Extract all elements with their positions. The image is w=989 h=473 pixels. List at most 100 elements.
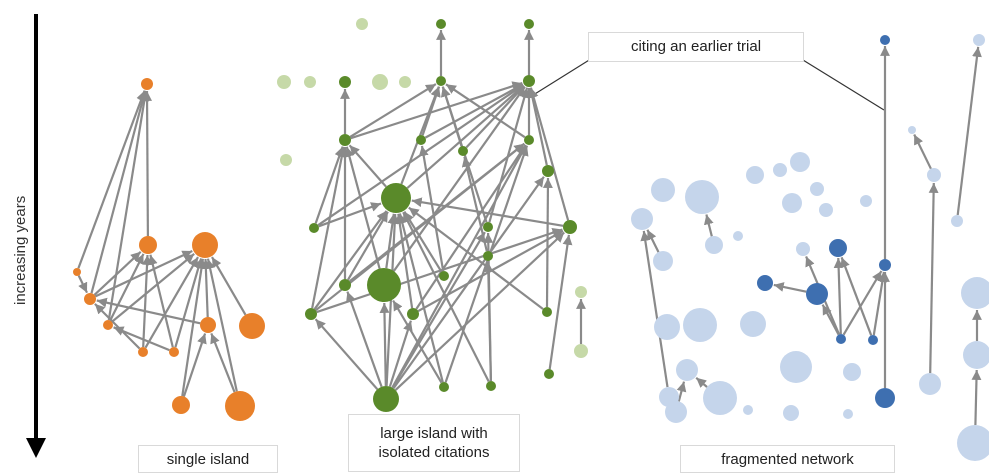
trial-node: [829, 239, 847, 257]
trial-node: [356, 18, 368, 30]
trial-node: [843, 409, 853, 419]
trial-node: [757, 275, 773, 291]
label-citing-earlier-trial-text: citing an earlier trial: [630, 38, 762, 55]
citation-edge: [77, 90, 146, 269]
citation-edge: [181, 258, 207, 397]
citation-edge: [394, 231, 565, 391]
trial-node: [963, 341, 989, 369]
citation-edge: [109, 253, 145, 321]
citation-edge: [391, 231, 486, 389]
citation-edge: [872, 271, 888, 336]
citation-edge: [833, 257, 844, 335]
trial-node: [860, 195, 872, 207]
citation-edge: [344, 146, 381, 269]
trial-node: [703, 381, 737, 415]
label-fragmented-network: fragmented network: [680, 445, 895, 473]
citation-edge: [528, 87, 570, 221]
citation-edge: [548, 234, 573, 370]
citation-edge: [928, 182, 939, 374]
trial-node: [705, 236, 723, 254]
citation-edge: [210, 332, 236, 393]
label-large-island-line2: isolated citations: [378, 444, 490, 461]
citation-edge: [527, 87, 548, 166]
citation-edge: [349, 83, 437, 138]
citation-edge: [646, 229, 660, 253]
trial-node: [740, 311, 766, 337]
trial-node: [683, 308, 717, 342]
citation-edge: [971, 369, 982, 426]
trial-node: [73, 268, 81, 276]
citation-edge: [211, 256, 247, 316]
trial-node: [103, 320, 113, 330]
trial-node: [653, 251, 673, 271]
citation-edge: [96, 297, 201, 325]
citation-edge: [388, 320, 413, 387]
trial-node: [879, 259, 891, 271]
trial-node: [524, 135, 534, 145]
trial-node: [574, 344, 588, 358]
trial-node: [339, 279, 351, 291]
citation-edge: [821, 304, 840, 336]
trial-node: [84, 293, 96, 305]
citation-edge: [174, 258, 204, 348]
trial-node: [138, 347, 148, 357]
trial-node: [908, 126, 916, 134]
citation-edge: [313, 210, 388, 310]
trial-node: [733, 231, 743, 241]
citation-edge: [93, 250, 142, 296]
trial-node: [875, 388, 895, 408]
label-large-island-line1: large island with: [380, 425, 488, 442]
trial-node: [685, 180, 719, 214]
trial-node: [169, 347, 179, 357]
citation-edge: [142, 254, 152, 348]
citation-edge: [142, 90, 153, 237]
trial-node: [868, 335, 878, 345]
trial-node: [654, 314, 680, 340]
trial-node: [783, 405, 799, 421]
citation-edge: [200, 258, 211, 318]
trial-node: [806, 283, 828, 305]
trial-node: [439, 271, 449, 281]
citation-nodes: [73, 18, 989, 461]
trial-node: [951, 215, 963, 227]
citation-edge: [311, 146, 347, 309]
citation-edge: [182, 333, 207, 397]
trial-node: [961, 277, 989, 309]
trial-node: [836, 334, 846, 344]
citation-edge: [640, 230, 669, 388]
trial-node: [843, 363, 861, 381]
citation-edge: [403, 211, 443, 273]
trial-node: [524, 19, 534, 29]
trial-node: [367, 268, 401, 302]
citation-edge: [391, 144, 528, 389]
citation-edge: [394, 213, 414, 309]
trial-node: [676, 359, 698, 381]
label-single-island-text: single island: [166, 451, 250, 468]
citation-edge: [314, 146, 345, 224]
trial-node: [483, 251, 493, 261]
trial-node: [880, 35, 890, 45]
trial-node: [305, 308, 317, 320]
citation-edge: [913, 134, 932, 170]
trial-node: [436, 76, 446, 86]
trial-node: [399, 76, 411, 88]
trial-node: [486, 381, 496, 391]
trial-node: [746, 166, 764, 184]
callout-line-right: [789, 51, 885, 111]
trial-node: [542, 307, 552, 317]
citation-edge: [347, 211, 389, 281]
citation-edge: [695, 376, 708, 388]
citation-edge: [840, 256, 873, 336]
trial-node: [796, 242, 810, 256]
citation-edge: [703, 214, 714, 237]
citation-edge: [205, 258, 238, 392]
citation-edge: [842, 270, 883, 336]
trial-node: [280, 154, 292, 166]
citation-edge: [379, 302, 390, 387]
trial-node: [957, 425, 989, 461]
citation-edge: [392, 86, 526, 272]
trial-node: [651, 178, 675, 202]
citation-edge: [392, 176, 545, 390]
axis-label: increasing years: [12, 195, 29, 305]
trial-node: [277, 75, 291, 89]
